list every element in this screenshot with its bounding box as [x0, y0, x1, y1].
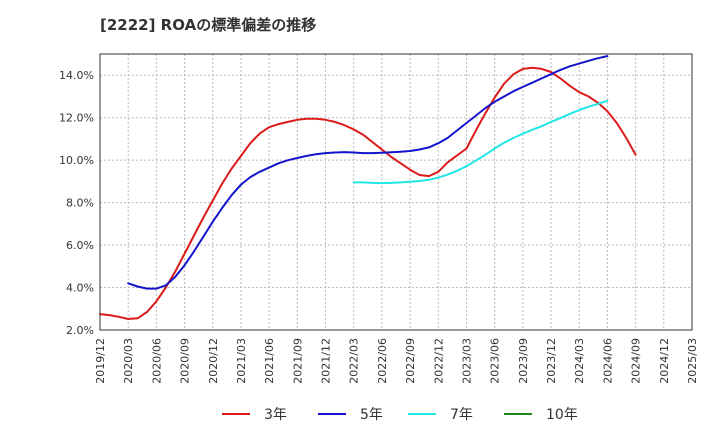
- series-line-1: [127, 55, 609, 290]
- series-line-2: [352, 99, 609, 185]
- x-tick-label: 2021/09: [291, 338, 304, 384]
- x-tick-label: 2023/12: [545, 338, 558, 384]
- x-tick-label: 2021/03: [235, 338, 248, 384]
- series-layer: [99, 55, 637, 320]
- x-tick-label: 2021/06: [263, 338, 276, 384]
- x-tick-label: 2020/12: [207, 338, 220, 384]
- x-tick-label: 2020/06: [150, 338, 163, 384]
- legend: 3年 5年 7年 10年: [222, 407, 578, 423]
- x-tick-label: 2019/12: [94, 338, 107, 384]
- x-tick-label: 2022/03: [348, 338, 361, 384]
- x-tick-label: 2022/09: [404, 338, 417, 384]
- x-tick-label: 2021/12: [320, 338, 333, 384]
- x-tick-label: 2023/03: [460, 338, 473, 384]
- y-tick-label: 8.0%: [66, 197, 94, 210]
- x-tick-label: 2024/03: [573, 338, 586, 384]
- x-tick-label: 2023/06: [489, 338, 502, 384]
- x-tick-label: 2023/09: [517, 338, 530, 384]
- x-tick-label: 2022/12: [432, 338, 445, 384]
- x-tick-label: 2022/06: [376, 338, 389, 384]
- x-tick-label: 2020/09: [179, 338, 192, 384]
- series-line-0: [99, 66, 637, 320]
- y-tick-label: 10.0%: [59, 154, 94, 167]
- x-tick-label: 2025/03: [686, 338, 699, 384]
- x-tick-label: 2024/09: [630, 338, 643, 384]
- y-tick-label: 14.0%: [59, 69, 94, 82]
- y-axis-ticks: 2.0% 4.0% 6.0% 8.0% 10.0% 12.0% 14.0%: [59, 69, 94, 337]
- legend-label: 7年: [450, 407, 473, 423]
- y-tick-label: 12.0%: [59, 112, 94, 125]
- grid-layer: [100, 54, 692, 331]
- x-tick-label: 2020/03: [122, 338, 135, 384]
- legend-label: 5年: [360, 407, 383, 423]
- legend-label: 10年: [546, 407, 578, 423]
- y-tick-label: 2.0%: [66, 324, 94, 337]
- chart-title: [2222] ROAの標準偏差の推移: [100, 16, 317, 34]
- y-tick-label: 6.0%: [66, 239, 94, 252]
- legend-label: 3年: [264, 407, 287, 423]
- x-tick-label: 2024/12: [658, 338, 671, 384]
- y-tick-label: 4.0%: [66, 282, 94, 295]
- x-tick-label: 2024/06: [601, 338, 614, 384]
- plot-frame: [99, 53, 693, 331]
- x-axis-ticks: 2019/12 2020/03 2020/06 2020/09 2020/12 2021/…: [94, 338, 699, 384]
